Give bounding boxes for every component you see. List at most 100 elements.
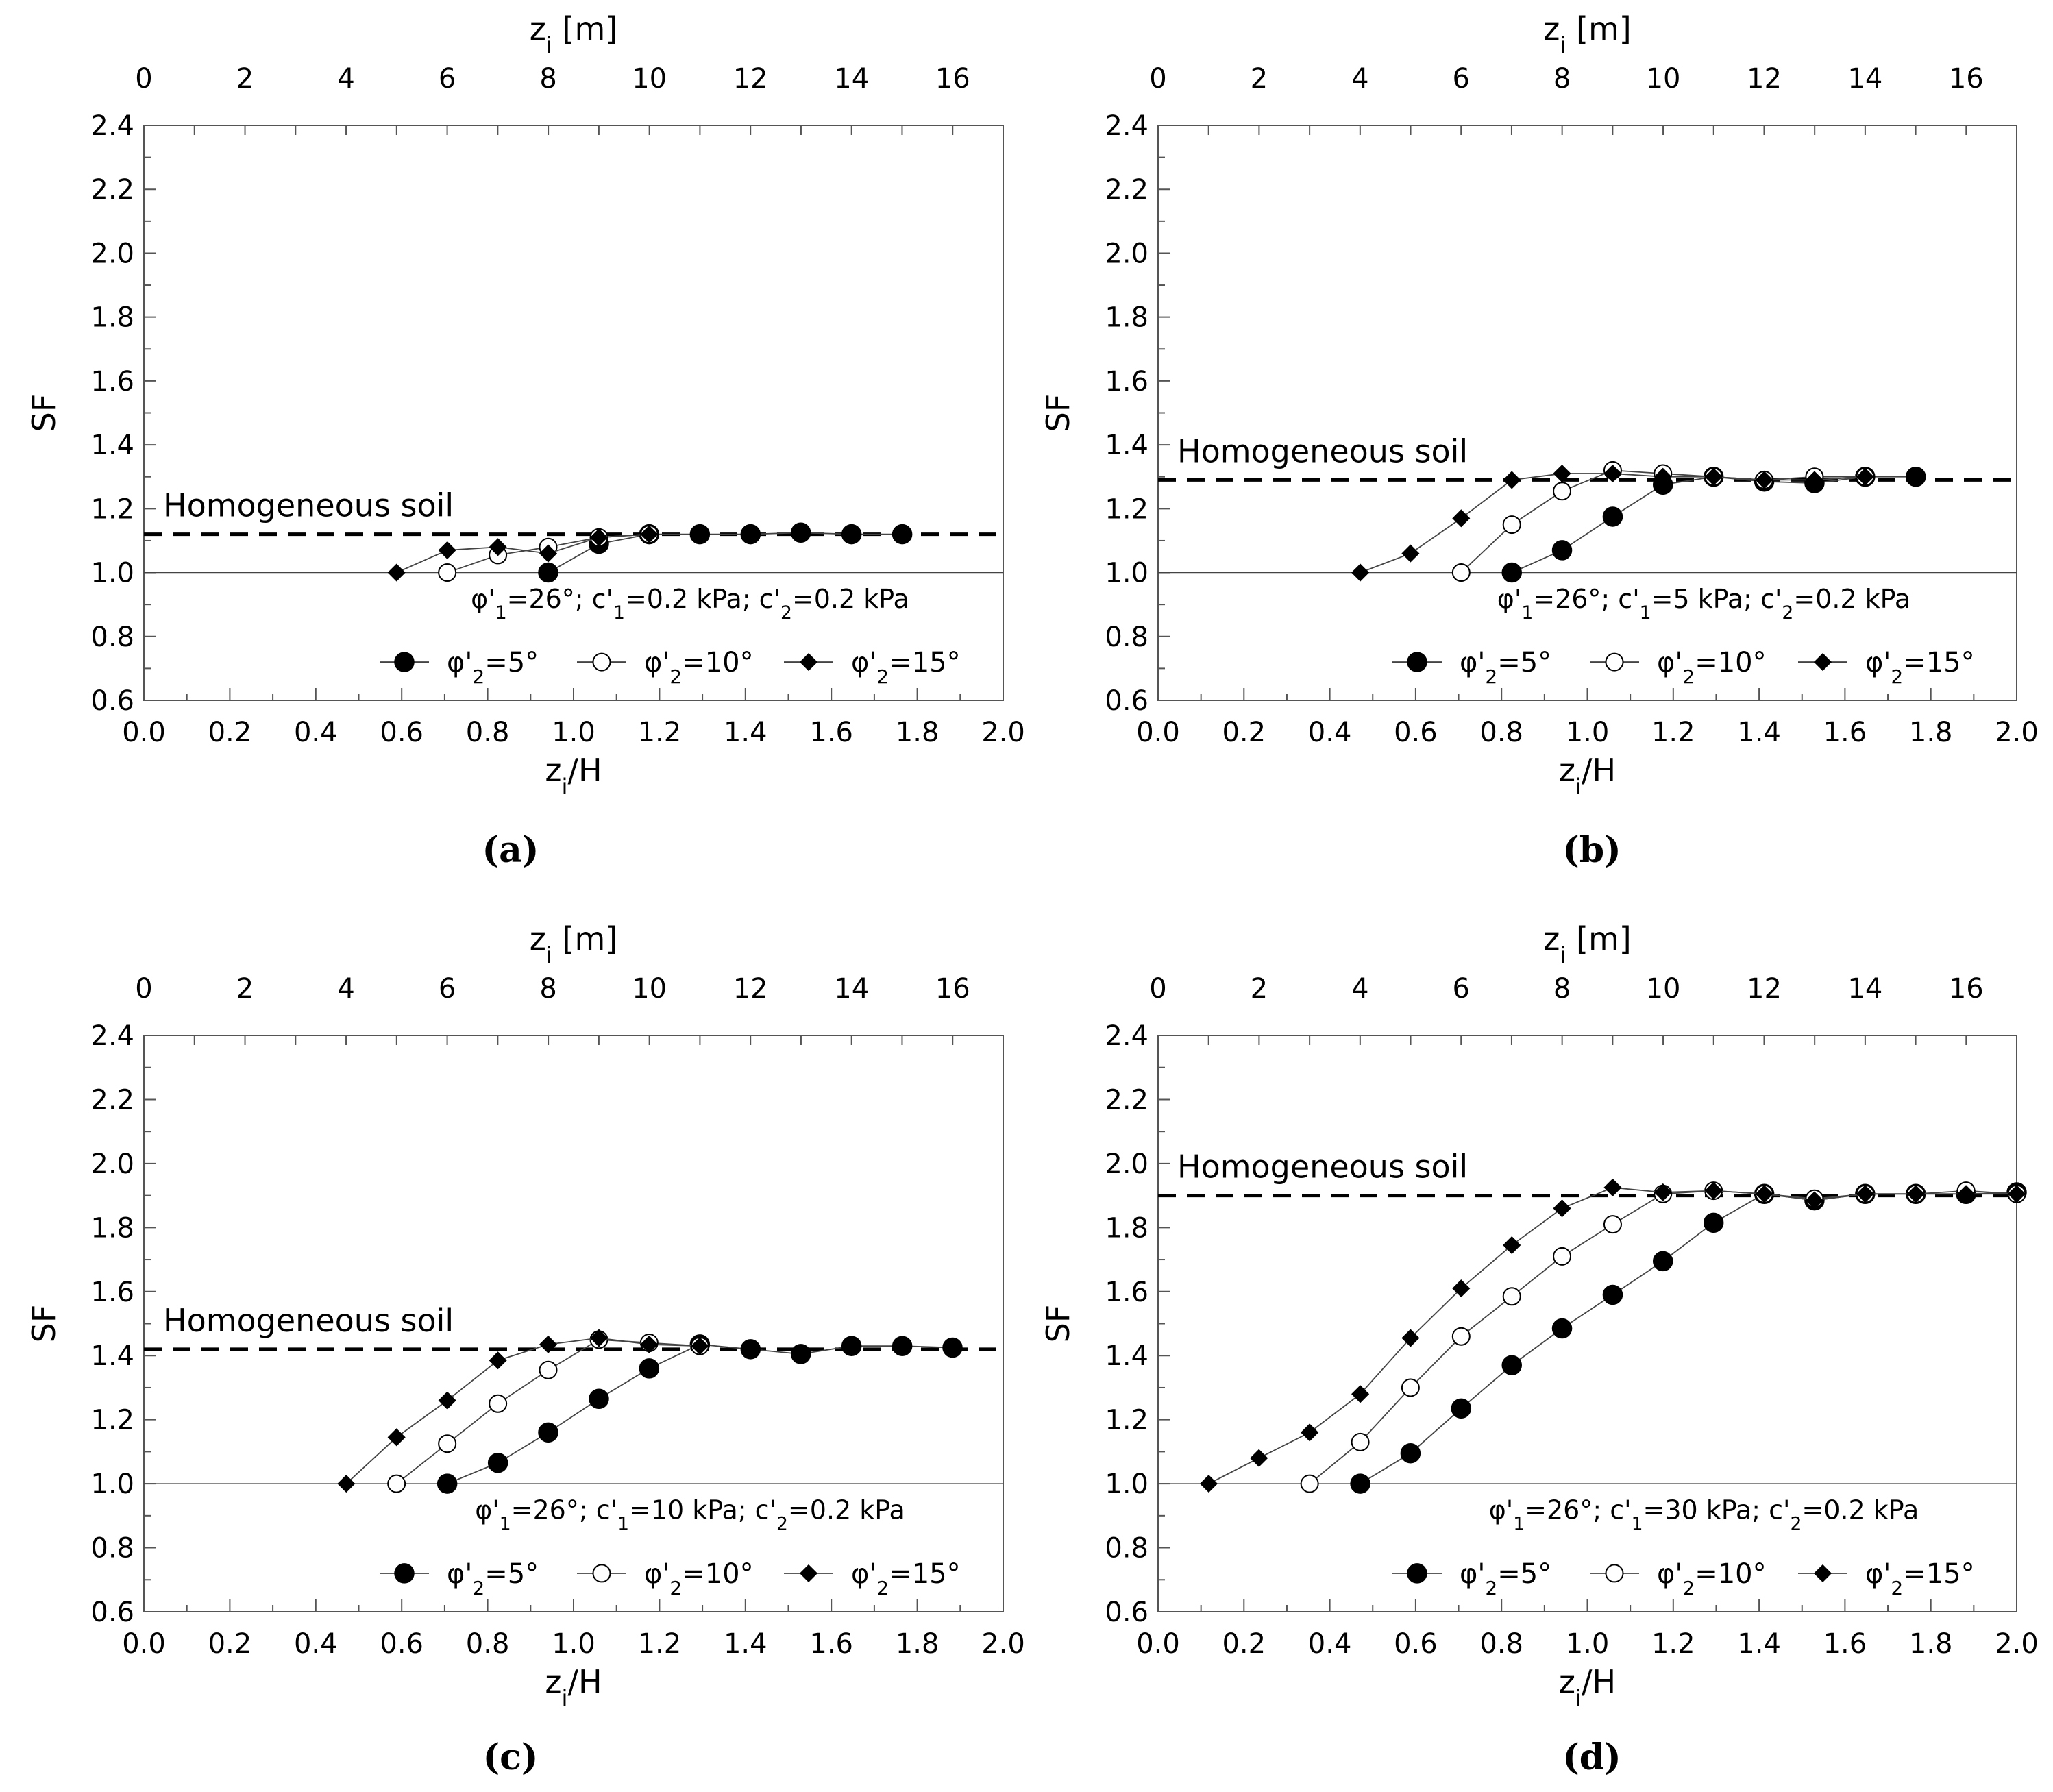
x-tick-label: 0.6 [380, 717, 423, 748]
data-point [1603, 465, 1622, 483]
legend-marker [394, 652, 415, 672]
legend-label: φ'2=10° [644, 1558, 754, 1599]
data-point [337, 1475, 356, 1493]
x-tick-label: 0.6 [380, 1628, 423, 1660]
y-axis-title: SF [25, 394, 62, 432]
x-tick-label: 1.6 [809, 1628, 853, 1660]
x2-tick-label: 2 [1251, 973, 1268, 1005]
data-point [489, 1394, 508, 1413]
x-tick-label: 0.2 [208, 1628, 252, 1660]
x-tick-label: 1.0 [1566, 1628, 1610, 1660]
data-point [438, 563, 457, 582]
x2-tick-label: 6 [1453, 63, 1470, 95]
y-tick-label: 0.6 [1105, 685, 1148, 717]
legend-item: φ'2=10° [1590, 647, 1767, 688]
y-tick-label: 1.0 [90, 1469, 134, 1500]
chart-panel-d: 0.0 0.2 0.4 0.6 0.8 1.0 1.2 1.4 1.6 1.8 2.0 0.6 0.8 1… [1040, 920, 2039, 1778]
data-point [437, 1473, 458, 1494]
data-point [1551, 540, 1573, 561]
data-point [387, 1428, 406, 1447]
y-tick-label: 2.0 [1105, 1149, 1148, 1180]
legend-marker [799, 1564, 818, 1582]
y-tick-label: 1.2 [1105, 1405, 1148, 1436]
legend-item: φ'2=15° [784, 647, 961, 688]
x-tick-label: 0.8 [466, 717, 510, 748]
legend-item: φ'2=5° [1392, 647, 1551, 688]
homogeneous-soil-label: Homogeneous soil [163, 487, 454, 524]
x2-tick-label: 16 [1949, 63, 1984, 95]
homogeneous-soil-label: Homogeneous soil [163, 1302, 454, 1339]
data-point [1451, 1327, 1471, 1346]
y-tick-label: 2.4 [90, 1020, 134, 1052]
data-point [1805, 471, 1823, 489]
x2-tick-label: 0 [135, 63, 152, 95]
legend-marker [1605, 652, 1624, 672]
x2-tick-label: 4 [1351, 63, 1368, 95]
series-line [345, 1337, 700, 1484]
x-tick-label: 0.8 [1479, 717, 1523, 748]
data-point [892, 524, 913, 545]
x-tick-label: 0.0 [122, 717, 166, 748]
data-point [1501, 562, 1522, 583]
x2-tick-label: 0 [135, 973, 152, 1005]
legend-item: φ'2=5° [380, 647, 539, 688]
y-tick-label: 2.2 [1105, 174, 1148, 206]
data-point [841, 524, 862, 545]
panel-label: (b) [1562, 829, 1621, 871]
x2-tick-label: 10 [1646, 973, 1681, 1005]
data-point [1553, 482, 1572, 501]
x-tick-label: 2.0 [981, 717, 1025, 748]
chart-panel-a: 0.0 0.2 0.4 0.6 0.8 1.0 1.2 1.4 1.6 1.8 2.0 0.6 0.8 1… [25, 10, 1025, 871]
x2-tick-label: 12 [1747, 63, 1782, 95]
panel-label: (c) [483, 1736, 539, 1778]
data-point [1401, 1378, 1420, 1397]
x2-tick-label: 16 [1949, 973, 1984, 1005]
x2-tick-label: 4 [1351, 973, 1368, 1005]
data-point [640, 1335, 659, 1353]
legend-label: φ'2=15° [851, 647, 961, 688]
y-tick-label: 2.0 [90, 1149, 134, 1180]
data-point [1906, 466, 1926, 487]
series-line [447, 1343, 953, 1484]
series-filled-diamond [337, 1329, 709, 1493]
x2-tick-label: 2 [236, 973, 254, 1005]
legend: φ'2=5° φ'2=10° φ'2=15° [380, 1558, 961, 1599]
data-point [539, 1360, 558, 1379]
x-tick-label: 0.8 [466, 1628, 510, 1660]
series-filled-circle [1350, 1182, 2027, 1494]
x-tick-label: 1.6 [809, 717, 853, 748]
legend-label: φ'2=5° [1460, 647, 1551, 688]
legend: φ'2=5° φ'2=10° φ'2=15° [1392, 1558, 1975, 1599]
x2-tick-label: 12 [733, 973, 768, 1005]
series-filled-circle [538, 522, 913, 583]
series-filled-diamond [1199, 1178, 2026, 1493]
data-point [1452, 509, 1471, 528]
y-tick-label: 0.6 [90, 1597, 134, 1628]
chart-panel-b: 0.0 0.2 0.4 0.6 0.8 1.0 1.2 1.4 1.6 1.8 2.0 0.6 0.8 1… [1040, 10, 2039, 871]
y-tick-label: 1.2 [90, 1405, 134, 1436]
x-tick-label: 0.4 [294, 1628, 338, 1660]
legend-marker [592, 652, 611, 672]
data-point [1199, 1475, 1218, 1493]
data-point [639, 1358, 660, 1379]
data-point [1553, 1247, 1572, 1266]
x-tick-label: 1.0 [1566, 717, 1610, 748]
parameter-annotation: φ'1=26°; c'1=10 kPa; c'2=0.2 kPa [475, 1495, 905, 1535]
legend-label: φ'2=15° [1865, 1558, 1975, 1599]
x2-tick-label: 16 [935, 63, 970, 95]
legend-marker [592, 1564, 611, 1583]
x-tick-label: 1.0 [552, 1628, 595, 1660]
data-point [1551, 1318, 1573, 1339]
x-tick-label: 1.6 [1823, 717, 1867, 748]
series-filled-diamond [1351, 465, 1874, 582]
legend-marker [1813, 1564, 1832, 1582]
y-tick-label: 1.0 [1105, 558, 1148, 589]
legend-item: φ'2=15° [1798, 647, 1975, 688]
plot-frame [143, 125, 1004, 701]
homogeneous-soil-label: Homogeneous soil [1177, 432, 1468, 469]
data-point [892, 1336, 913, 1356]
data-point [640, 525, 659, 543]
x-tick-label: 1.8 [896, 1628, 939, 1660]
data-point [1603, 1215, 1622, 1234]
data-point [489, 538, 507, 556]
